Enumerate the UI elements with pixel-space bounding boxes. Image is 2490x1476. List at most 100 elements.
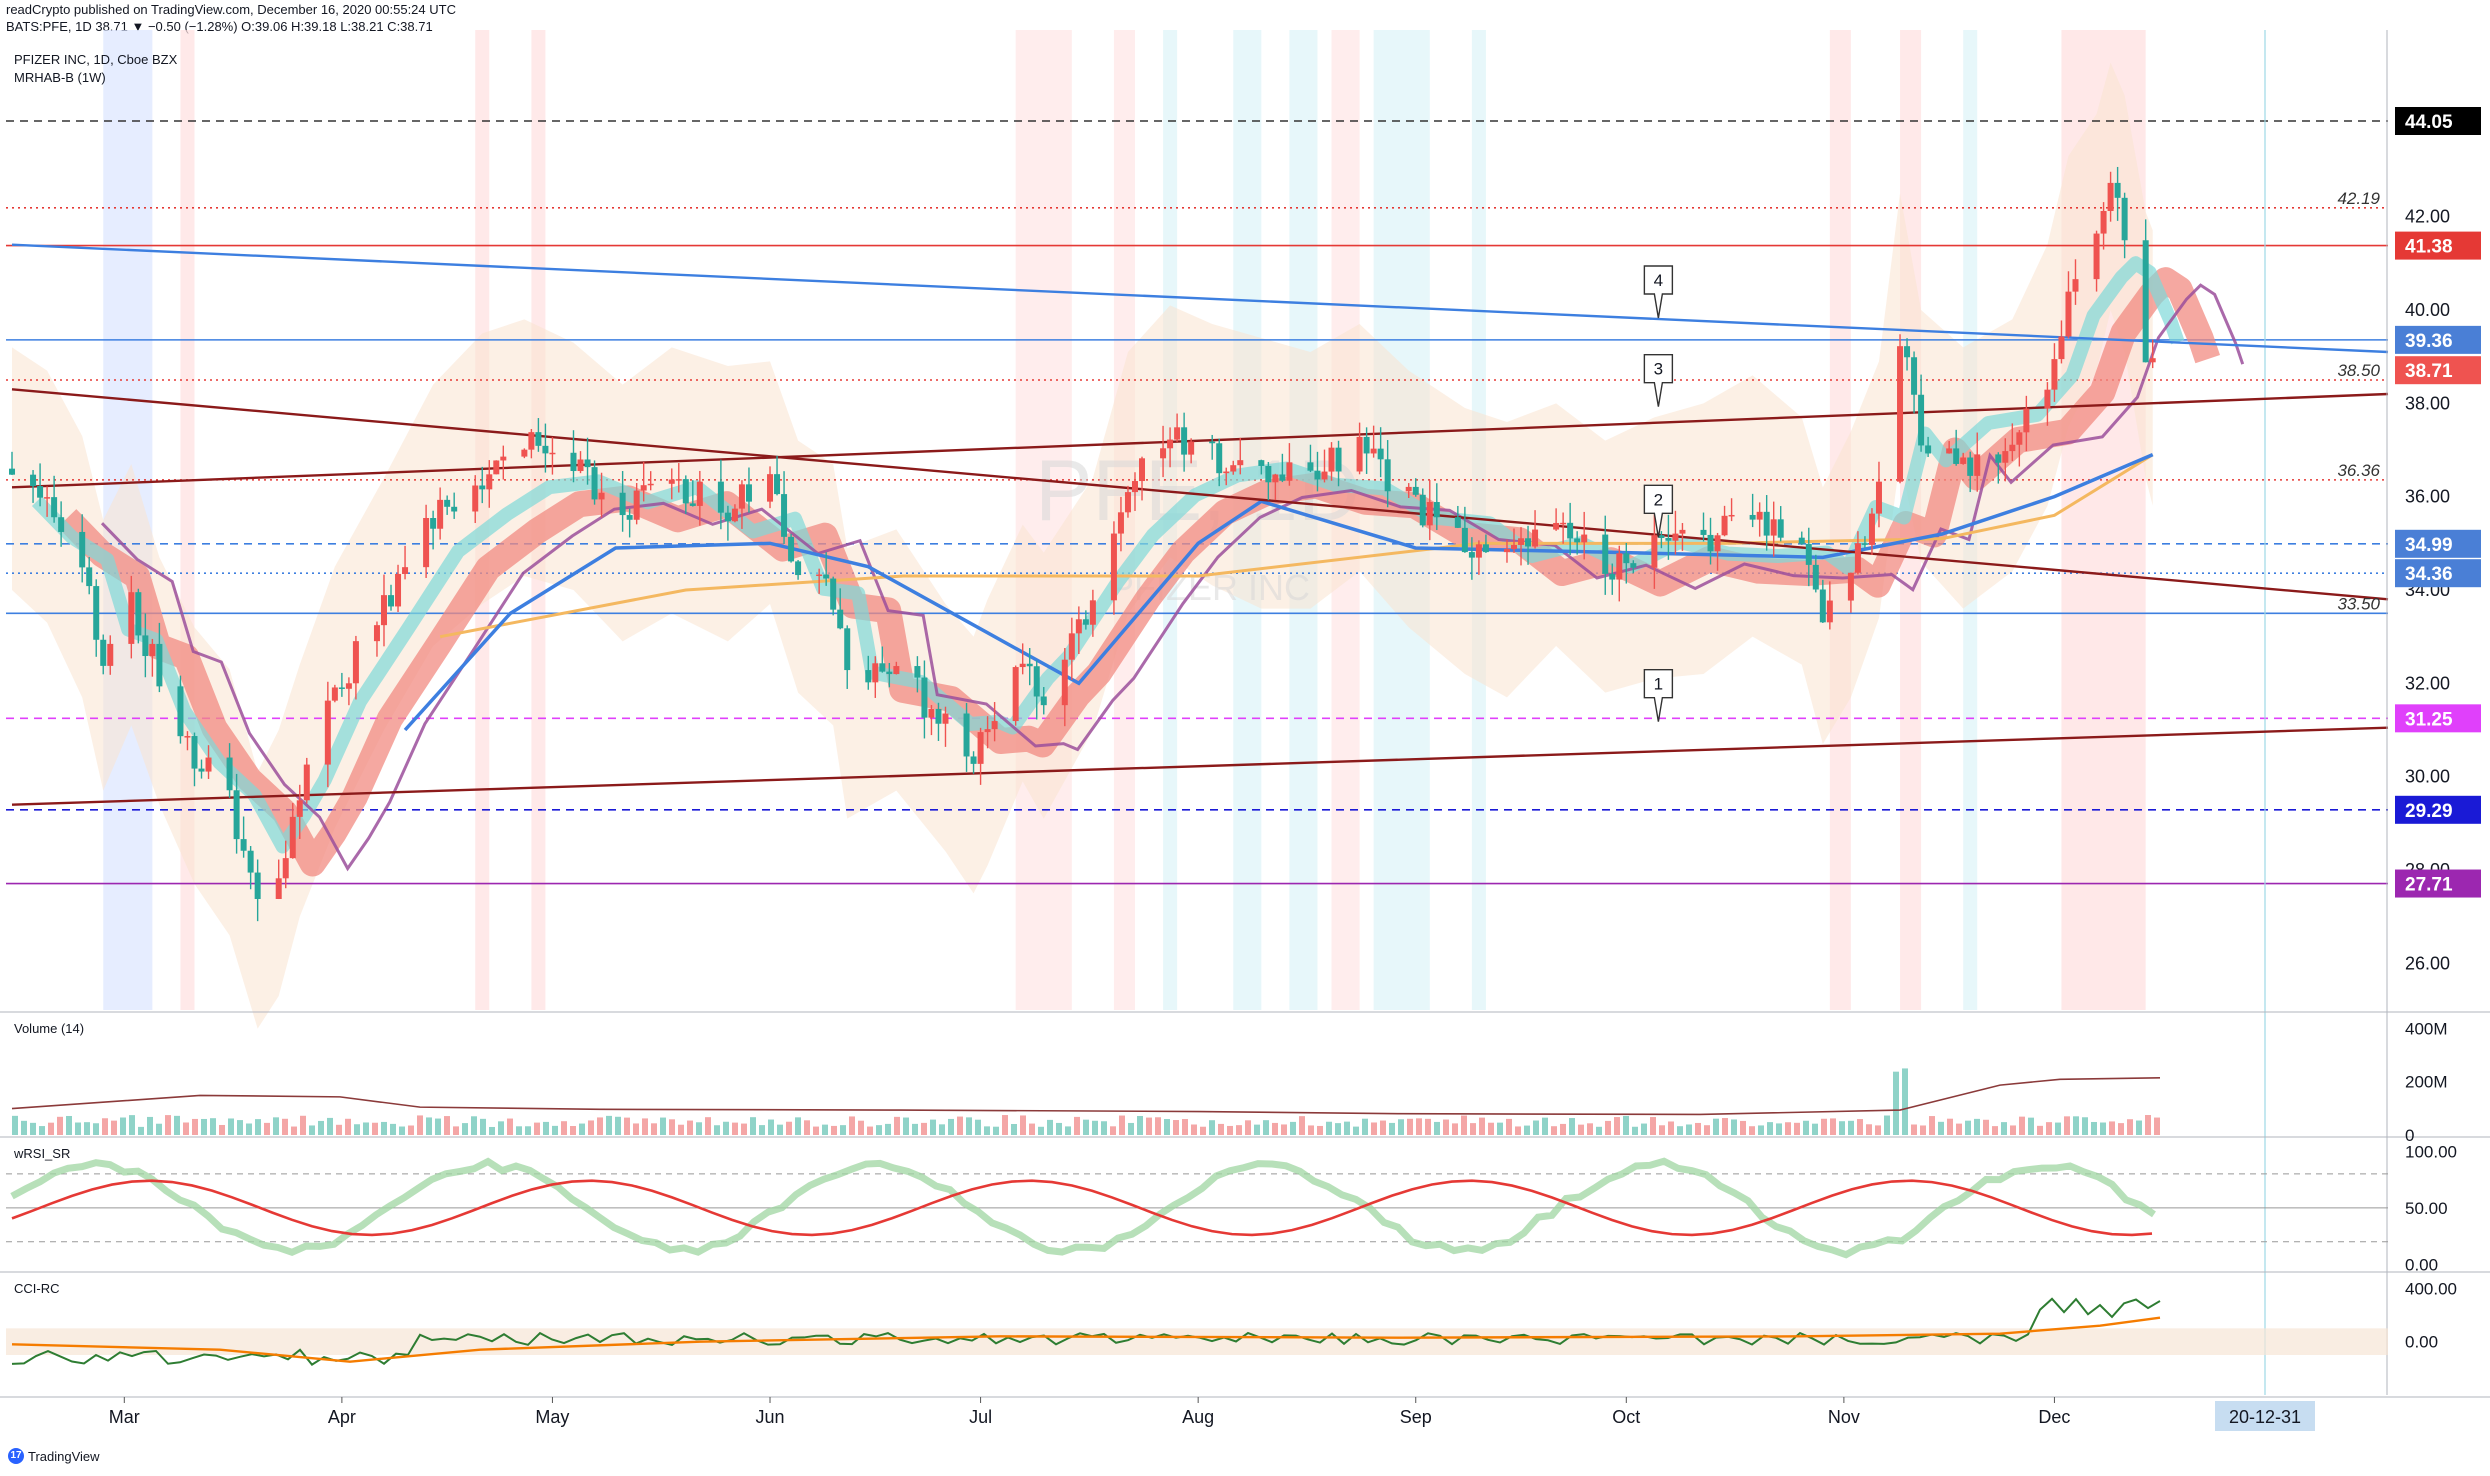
volume-bar bbox=[1047, 1119, 1053, 1135]
candle-body bbox=[1503, 549, 1510, 553]
volume-tick-label: 0 bbox=[2405, 1126, 2414, 1145]
volume-bar bbox=[1182, 1119, 1188, 1135]
volume-bar bbox=[1308, 1125, 1314, 1135]
candle-body bbox=[528, 432, 535, 450]
candle-body bbox=[1707, 534, 1714, 552]
price-label: 38.71 bbox=[2405, 361, 2453, 382]
candle-body bbox=[837, 609, 844, 629]
volume-bar bbox=[1416, 1118, 1422, 1135]
volume-bar bbox=[1191, 1124, 1197, 1135]
candle-body bbox=[1286, 462, 1293, 481]
candle-body bbox=[745, 484, 752, 502]
volume-bar bbox=[1533, 1120, 1539, 1135]
candle-body bbox=[254, 872, 261, 899]
candle-body bbox=[717, 481, 724, 513]
volume-bar bbox=[318, 1120, 324, 1135]
volume-bar bbox=[1713, 1118, 1719, 1135]
callout-3: 3 bbox=[1643, 353, 1674, 407]
volume-bar bbox=[1029, 1123, 1035, 1135]
y-tick-label: 42.00 bbox=[2405, 207, 2450, 227]
volume-bar bbox=[1875, 1125, 1881, 1135]
volume-bar bbox=[777, 1124, 783, 1135]
volume-bar bbox=[1920, 1125, 1926, 1135]
candle-body bbox=[668, 479, 675, 484]
candle-body bbox=[1925, 445, 1932, 454]
candle-body bbox=[1560, 522, 1567, 525]
candle-body bbox=[619, 492, 626, 516]
x-tick-label: Jun bbox=[756, 1407, 785, 1427]
callout-label: 1 bbox=[1654, 675, 1663, 694]
cci-legend: CCI-RC bbox=[14, 1281, 60, 1296]
candle-body bbox=[1665, 537, 1672, 541]
volume-bar bbox=[534, 1122, 540, 1135]
volume-bar bbox=[507, 1118, 513, 1135]
candle-body bbox=[2016, 432, 2023, 445]
candle-body bbox=[303, 764, 310, 801]
x-cursor-label-bg bbox=[2215, 1401, 2315, 1431]
candle-body bbox=[682, 479, 689, 504]
volume-bar bbox=[714, 1125, 720, 1135]
candle-body bbox=[1075, 619, 1082, 634]
candle-body bbox=[872, 663, 879, 683]
rsi-tick-label: 50.00 bbox=[2405, 1199, 2448, 1218]
candle-body bbox=[437, 499, 444, 529]
volume-bar bbox=[1902, 1068, 1908, 1135]
tradingview-brand[interactable]: 17 TradingView bbox=[8, 1448, 100, 1464]
volume-bar bbox=[39, 1126, 45, 1135]
volume-bar bbox=[903, 1117, 909, 1135]
volume-bar bbox=[840, 1125, 846, 1135]
trendlines bbox=[11, 243, 2389, 806]
volume-bar bbox=[1299, 1116, 1305, 1135]
candle-body bbox=[1749, 514, 1756, 520]
candle-body bbox=[1328, 447, 1335, 472]
volume-bar bbox=[174, 1115, 180, 1135]
volume-bar bbox=[948, 1118, 954, 1135]
candle-body bbox=[1574, 538, 1581, 543]
candle-body bbox=[1089, 600, 1096, 625]
candle-body bbox=[1623, 553, 1630, 564]
volume-bar bbox=[1947, 1118, 1953, 1135]
volume-bar bbox=[732, 1122, 738, 1135]
volume-bar bbox=[984, 1126, 990, 1135]
cci-tick-label: 0.00 bbox=[2405, 1333, 2438, 1352]
volume-bar bbox=[1956, 1123, 1962, 1135]
volume-bar bbox=[1146, 1117, 1152, 1135]
volume-bar bbox=[1281, 1124, 1287, 1135]
candle-body bbox=[1974, 454, 1981, 476]
candle-body bbox=[1321, 471, 1328, 480]
candle-body bbox=[486, 474, 493, 490]
volume-bar bbox=[1290, 1121, 1296, 1135]
candle-body bbox=[1953, 448, 1960, 464]
volume-bar bbox=[102, 1118, 108, 1135]
candle-body bbox=[886, 671, 893, 675]
candle-body bbox=[128, 592, 135, 644]
volume-legend: Volume (14) bbox=[14, 1021, 84, 1036]
callout-label: 3 bbox=[1654, 360, 1663, 379]
volume-bar bbox=[795, 1117, 801, 1135]
candle-body bbox=[1630, 563, 1637, 568]
volume-bar bbox=[138, 1126, 144, 1135]
volume-bar bbox=[957, 1116, 963, 1135]
candle-body bbox=[1012, 667, 1019, 722]
candle-body bbox=[724, 512, 731, 522]
candle-body bbox=[1475, 544, 1482, 558]
candle-body bbox=[444, 499, 451, 507]
candle-body bbox=[1082, 619, 1089, 625]
candle-body bbox=[1419, 494, 1426, 526]
x-tick-label: Nov bbox=[1828, 1407, 1860, 1427]
volume-bar bbox=[750, 1117, 756, 1135]
volume-bars bbox=[12, 1068, 2160, 1135]
candle-body bbox=[493, 460, 500, 475]
candle-body bbox=[1911, 357, 1918, 395]
candle-body bbox=[2093, 233, 2100, 280]
purple-ma-line bbox=[100, 283, 2245, 872]
volume-bar bbox=[435, 1118, 441, 1135]
x-tick-label: May bbox=[535, 1407, 569, 1427]
volume-bar bbox=[372, 1122, 378, 1135]
volume-bar bbox=[1362, 1118, 1368, 1135]
volume-bar bbox=[210, 1118, 216, 1135]
callout-box bbox=[1643, 265, 1674, 319]
volume-bar bbox=[453, 1126, 459, 1135]
candle-body bbox=[633, 490, 640, 520]
